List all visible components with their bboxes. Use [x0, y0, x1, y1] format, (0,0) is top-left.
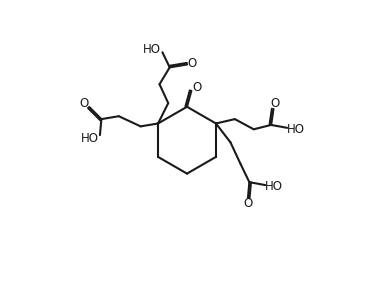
Text: O: O: [270, 97, 279, 110]
Text: O: O: [79, 97, 89, 110]
Text: O: O: [192, 81, 201, 94]
Text: HO: HO: [143, 44, 161, 56]
Text: HO: HO: [81, 131, 99, 145]
Text: O: O: [243, 197, 252, 210]
Text: HO: HO: [287, 123, 305, 136]
Text: HO: HO: [265, 180, 283, 193]
Text: O: O: [188, 57, 197, 69]
